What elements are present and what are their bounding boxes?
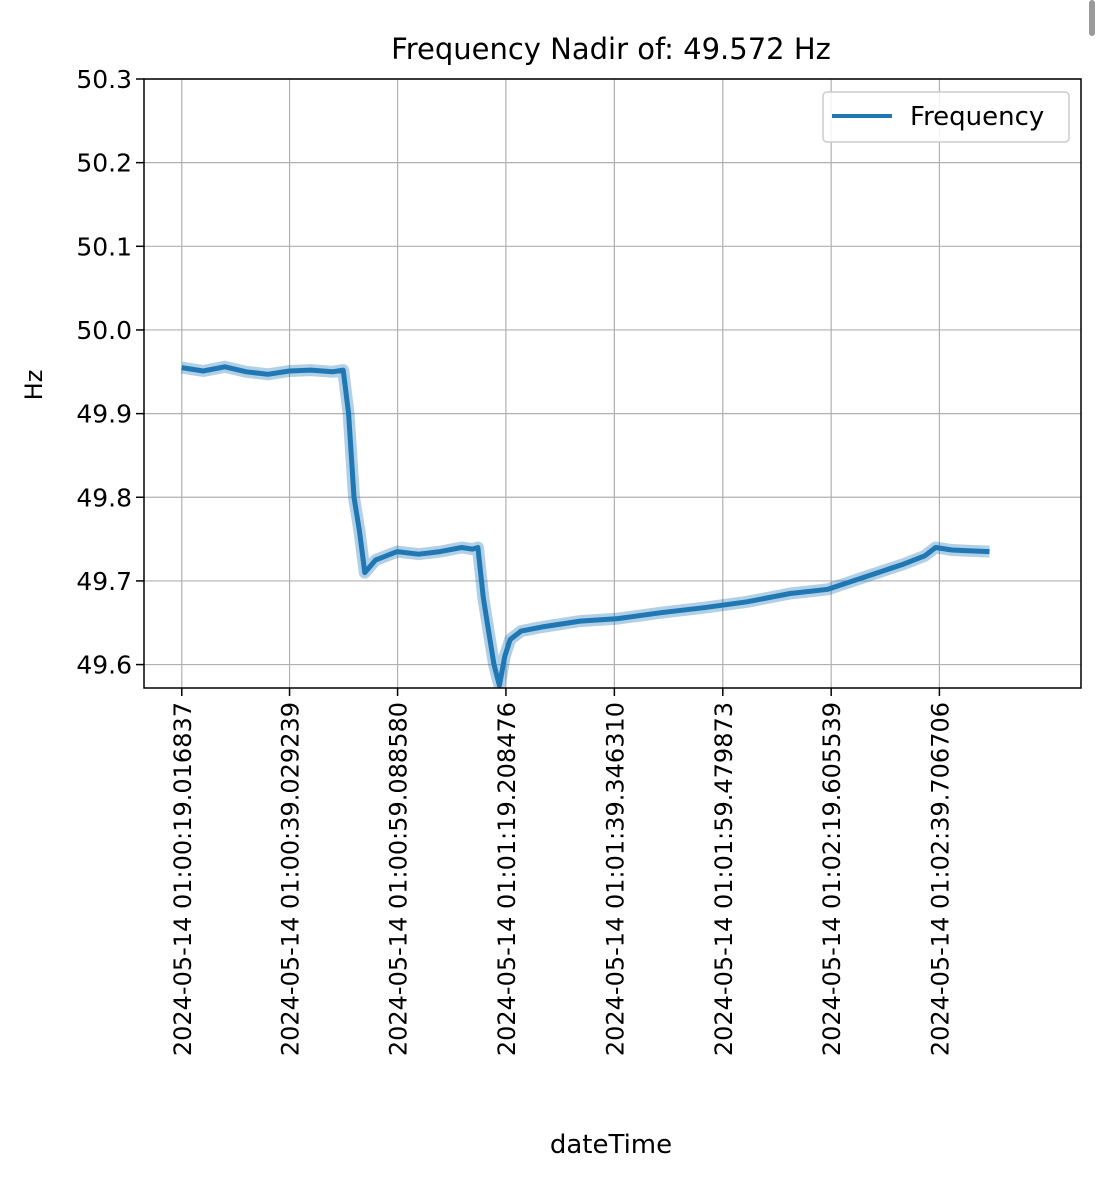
y-axis-label: Hz	[20, 370, 48, 401]
x-tick-label: 2024-05-14 01:00:59.088580	[385, 702, 413, 1056]
x-axis-ticks: 2024-05-14 01:00:19.016837 2024-05-14 01:…	[169, 688, 954, 1056]
x-tick-label: 2024-05-14 01:01:59.479873	[710, 702, 738, 1056]
frequency-series-line	[181, 364, 990, 688]
legend-frequency-label: Frequency	[910, 102, 1044, 132]
legend-box	[822, 91, 1070, 143]
y-tick-label: 50.3	[76, 65, 132, 94]
y-tick-label: 49.8	[76, 483, 132, 512]
plot-frame	[143, 78, 1082, 689]
legend: Frequency	[822, 91, 1070, 143]
grid-lines	[144, 78, 1081, 688]
x-tick-label: 2024-05-14 01:02:39.706706	[926, 702, 954, 1056]
x-tick-label: 2024-05-14 01:02:19.605539	[818, 702, 846, 1056]
y-tick-label: 50.2	[76, 149, 132, 178]
x-tick-label: 2024-05-14 01:01:19.208476	[493, 702, 521, 1056]
x-tick-label: 2024-05-14 01:00:19.016837	[169, 702, 197, 1056]
y-axis-ticks: 50.3 50.2 50.1 50.0 49.9 49.8 49.7 49.6	[76, 65, 144, 680]
y-tick-label: 50.0	[76, 316, 132, 345]
y-tick-label: 49.7	[76, 567, 132, 596]
vertical-scrollbar[interactable]	[1089, 0, 1095, 36]
frequency-series-noise-band	[180, 360, 990, 688]
y-tick-label: 50.1	[76, 232, 132, 261]
x-tick-label: 2024-05-14 01:01:39.346310	[601, 702, 629, 1056]
x-axis-label: dateTime	[550, 1130, 672, 1160]
y-tick-label: 49.9	[76, 400, 132, 429]
y-tick-label: 49.6	[76, 651, 132, 680]
chart-title: Frequency Nadir of: 49.572 Hz	[391, 32, 831, 66]
x-tick-label: 2024-05-14 01:00:39.029239	[277, 702, 305, 1056]
